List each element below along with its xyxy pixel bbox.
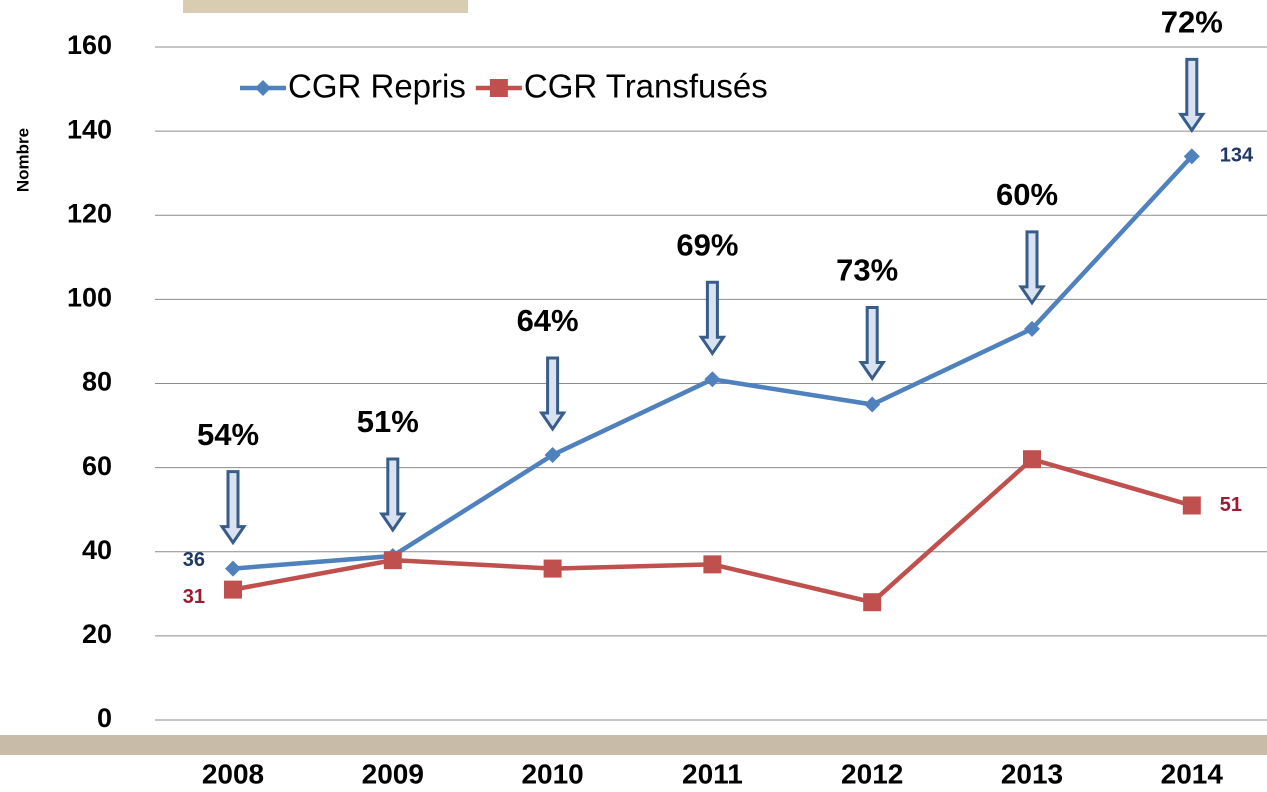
point [384, 551, 402, 569]
x-tick-label: 2008 [202, 758, 264, 789]
annotation: 54% [197, 417, 259, 452]
point [225, 561, 241, 577]
annotation-arrow [542, 358, 564, 429]
x-tick-label: 2012 [841, 758, 903, 789]
annotation-arrow [861, 308, 883, 379]
point [704, 371, 720, 387]
legend-label: CGR Transfusés [524, 68, 768, 105]
annotation: 64% [517, 303, 579, 338]
annotation-arrow [222, 472, 244, 543]
x-tick-label: 2011 [682, 758, 743, 789]
annotation-arrow [382, 459, 404, 530]
point [864, 397, 880, 413]
annotation-arrow [1181, 59, 1203, 130]
annotation: 73% [836, 253, 898, 288]
series-line [233, 156, 1192, 568]
legend-marker [490, 79, 508, 97]
y-tick-label: 20 [82, 619, 112, 649]
point [1023, 450, 1041, 468]
x-tick-label: 2009 [362, 758, 424, 789]
point [863, 593, 881, 611]
point [224, 581, 242, 599]
annotation: 51% [357, 404, 419, 439]
annotation: 69% [676, 227, 738, 262]
chart: Nombre 0 20 40 60 80 100 120 140 160 2008 2009 2010… [0, 0, 1267, 792]
annotation-arrow [1021, 232, 1043, 303]
point [1183, 496, 1201, 514]
y-tick-label: 80 [82, 367, 112, 397]
page: Nombre 0 20 40 60 80 100 120 140 160 2008 2009 2010… [0, 0, 1267, 792]
x-tick-label: 2014 [1161, 758, 1224, 789]
annotation: 72% [1161, 5, 1223, 40]
y-tick-label: 60 [82, 451, 112, 481]
photo-fragment [183, 0, 468, 13]
y-tick-label: 0 [97, 703, 112, 733]
data-label: 134 [1220, 145, 1254, 167]
y-tick-label: 120 [67, 198, 112, 228]
data-label: 31 [183, 586, 205, 608]
series-line [233, 459, 1192, 602]
annotation: 60% [996, 177, 1058, 212]
data-label: 36 [183, 549, 205, 571]
point [544, 560, 562, 578]
legend-label: CGR Repris [288, 68, 466, 105]
y-axis-label: Nombre [13, 128, 32, 192]
annotation-arrow [701, 282, 723, 353]
point [703, 555, 721, 573]
x-tick-label: 2010 [521, 758, 583, 789]
y-tick-label: 100 [67, 283, 112, 313]
x-tick-label: 2013 [1001, 758, 1063, 789]
legend-marker [255, 80, 271, 96]
y-tick-label: 140 [67, 114, 112, 144]
y-tick-label: 40 [82, 535, 112, 565]
footer-band [0, 735, 1267, 755]
y-tick-label: 160 [67, 30, 112, 60]
data-label: 51 [1220, 494, 1242, 516]
